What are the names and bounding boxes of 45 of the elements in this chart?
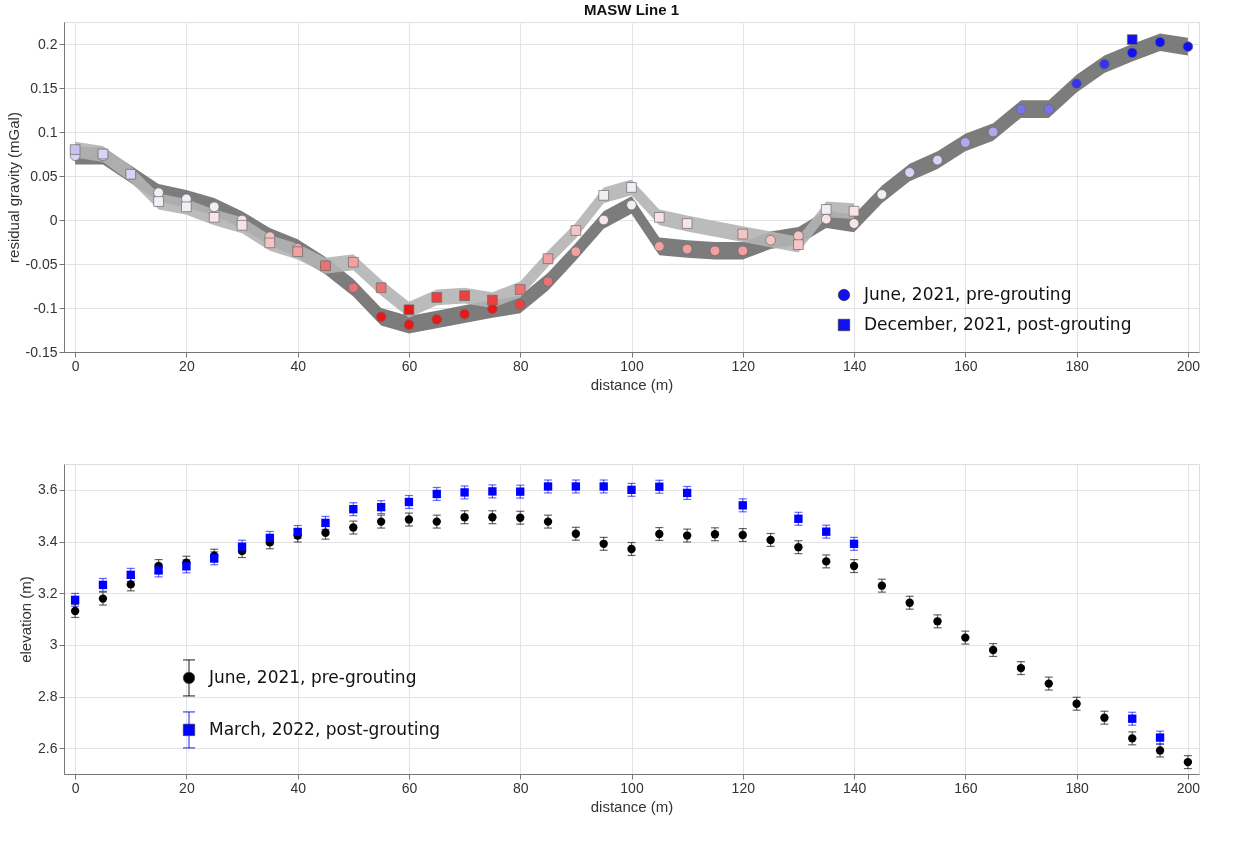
x-tick-label: 40 <box>290 779 307 796</box>
x-tick-label: 40 <box>290 357 307 374</box>
y-tick-label: 3.2 <box>38 584 58 601</box>
legend-label: June, 2021, pre-grouting <box>208 666 417 687</box>
legend-label: December, 2021, post-grouting <box>864 314 1132 334</box>
y-axis-title: residual gravity (mGal) <box>4 112 22 263</box>
x-tick-label: 20 <box>179 779 195 796</box>
x-tick-label: 160 <box>954 357 978 374</box>
x-tick-label: 80 <box>512 779 529 796</box>
x-tick-label: 200 <box>1176 779 1201 796</box>
y-tick-label: -0.1 <box>33 299 58 316</box>
x-tick-label: 180 <box>1065 779 1089 796</box>
y-tick-label: 0.15 <box>30 79 58 96</box>
x-tick-label: 60 <box>401 357 418 374</box>
y-tick-label: 3.4 <box>38 533 58 549</box>
legend-label: March, 2022, post-grouting <box>209 718 441 739</box>
y-tick-label: 0.2 <box>38 35 58 52</box>
x-tick-label: 80 <box>512 357 529 374</box>
chart-title: MASW Line 1 <box>583 1 680 18</box>
x-tick-label: 140 <box>842 357 867 374</box>
x-tick-label: 160 <box>954 779 978 796</box>
y-tick-label: 2.8 <box>38 688 58 704</box>
y-tick-label: -0.05 <box>25 255 58 272</box>
x-tick-label: 0 <box>71 779 80 796</box>
y-tick-label: 3 <box>49 636 58 653</box>
y-tick-label: 3.6 <box>38 481 58 498</box>
x-tick-label: 120 <box>731 357 756 374</box>
x-axis-title: distance (m) <box>590 797 674 815</box>
y-tick-label: 0.1 <box>38 123 58 140</box>
x-tick-label: 0 <box>71 357 80 374</box>
y-tick-label: 0 <box>49 211 58 228</box>
x-tick-label: 20 <box>179 357 195 374</box>
x-tick-label: 100 <box>620 357 644 374</box>
x-tick-label: 60 <box>401 779 418 796</box>
y-tick-label: 2.6 <box>38 739 58 756</box>
legend-label: June, 2021, pre-grouting <box>863 284 1072 304</box>
y-tick-label: 0.05 <box>30 167 58 184</box>
x-axis-title: distance (m) <box>590 375 674 393</box>
y-axis-title: elevation (m) <box>17 576 35 663</box>
x-tick-label: 180 <box>1065 357 1089 374</box>
y-tick-label: -0.15 <box>25 343 58 360</box>
x-tick-label: 200 <box>1176 357 1201 374</box>
x-tick-label: 140 <box>842 779 867 796</box>
x-tick-label: 120 <box>731 779 756 796</box>
x-tick-label: 100 <box>620 779 644 796</box>
